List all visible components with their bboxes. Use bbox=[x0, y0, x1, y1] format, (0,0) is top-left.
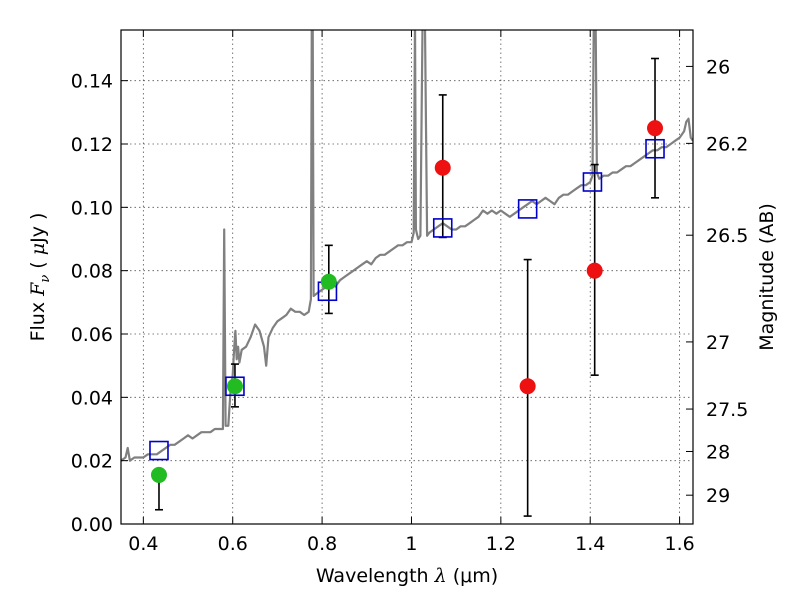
y2-tick-label: 26.5 bbox=[706, 225, 748, 247]
model-square-marker bbox=[149, 440, 169, 461]
y-tick-label: 0.12 bbox=[71, 134, 113, 156]
axis-ticks: 0.4 0.6 0.8 1 1.2 1.4 1.6 0.00 0.02 0.04 0.06 0.08 0… bbox=[71, 30, 748, 555]
y-axis-label-suffix: Jy ) bbox=[27, 213, 49, 244]
y2-tick-label: 26 bbox=[706, 56, 730, 78]
y-axis-label: Flux Fν ( μJy ) bbox=[27, 213, 53, 342]
red-data-point bbox=[586, 262, 603, 279]
spectrum-line bbox=[121, 30, 693, 462]
plot-frame bbox=[120, 29, 694, 525]
x-tick-label: 0.6 bbox=[218, 533, 248, 555]
y-tick-label: 0.02 bbox=[71, 451, 113, 473]
x-axis-label: Wavelength λ (μm) bbox=[316, 565, 498, 587]
y2-tick-label: 29 bbox=[706, 485, 730, 507]
model-square-marker bbox=[582, 172, 603, 192]
grid bbox=[121, 30, 693, 525]
x-tick-label: 1.4 bbox=[575, 533, 605, 555]
y-axis-label-subscript: ν bbox=[38, 275, 53, 283]
red-data-point bbox=[434, 159, 451, 176]
y2-tick-label: 26.2 bbox=[706, 133, 748, 155]
model-square-marker bbox=[432, 218, 453, 238]
green-data-point bbox=[320, 273, 337, 290]
y-tick-label: 0.08 bbox=[71, 261, 113, 283]
y-tick-label: 0.14 bbox=[71, 71, 113, 93]
y-axis-label-mid: ( bbox=[27, 255, 49, 275]
x-tick-label: 1.2 bbox=[486, 533, 516, 555]
x-tick-label: 1 bbox=[405, 533, 417, 555]
x-axis-label-symbol: λ bbox=[434, 565, 447, 587]
model-square-marker bbox=[645, 138, 665, 159]
red-data-point bbox=[519, 378, 536, 395]
red-data-point bbox=[647, 120, 664, 137]
y-tick-label: 0.10 bbox=[71, 197, 113, 219]
y-axis-label-mu: μ bbox=[27, 243, 49, 255]
model-square-marker bbox=[517, 199, 538, 219]
x-tick-label: 0.4 bbox=[128, 533, 158, 555]
y-axis-label-symbol: F bbox=[27, 282, 49, 297]
y2-axis-label: Magnitude (AB) bbox=[756, 203, 778, 351]
y2-tick-label: 28 bbox=[706, 441, 730, 463]
x-axis-label-suffix: (μm) bbox=[447, 565, 498, 587]
model-square-marker bbox=[225, 376, 245, 397]
green-data-point bbox=[226, 378, 243, 395]
y2-tick-label: 27 bbox=[706, 332, 730, 354]
green-data-point bbox=[150, 466, 167, 483]
y-axis-label-prefix: Flux bbox=[27, 296, 49, 342]
y-tick-label: 0.06 bbox=[71, 324, 113, 346]
x-axis-label-prefix: Wavelength bbox=[316, 565, 435, 587]
x-tick-label: 0.8 bbox=[307, 533, 337, 555]
y2-tick-label: 27.5 bbox=[706, 399, 748, 421]
y-tick-label: 0.04 bbox=[71, 387, 113, 409]
plot-area bbox=[121, 30, 693, 517]
y-tick-label: 0.00 bbox=[71, 514, 113, 536]
x-tick-label: 1.6 bbox=[664, 533, 694, 555]
